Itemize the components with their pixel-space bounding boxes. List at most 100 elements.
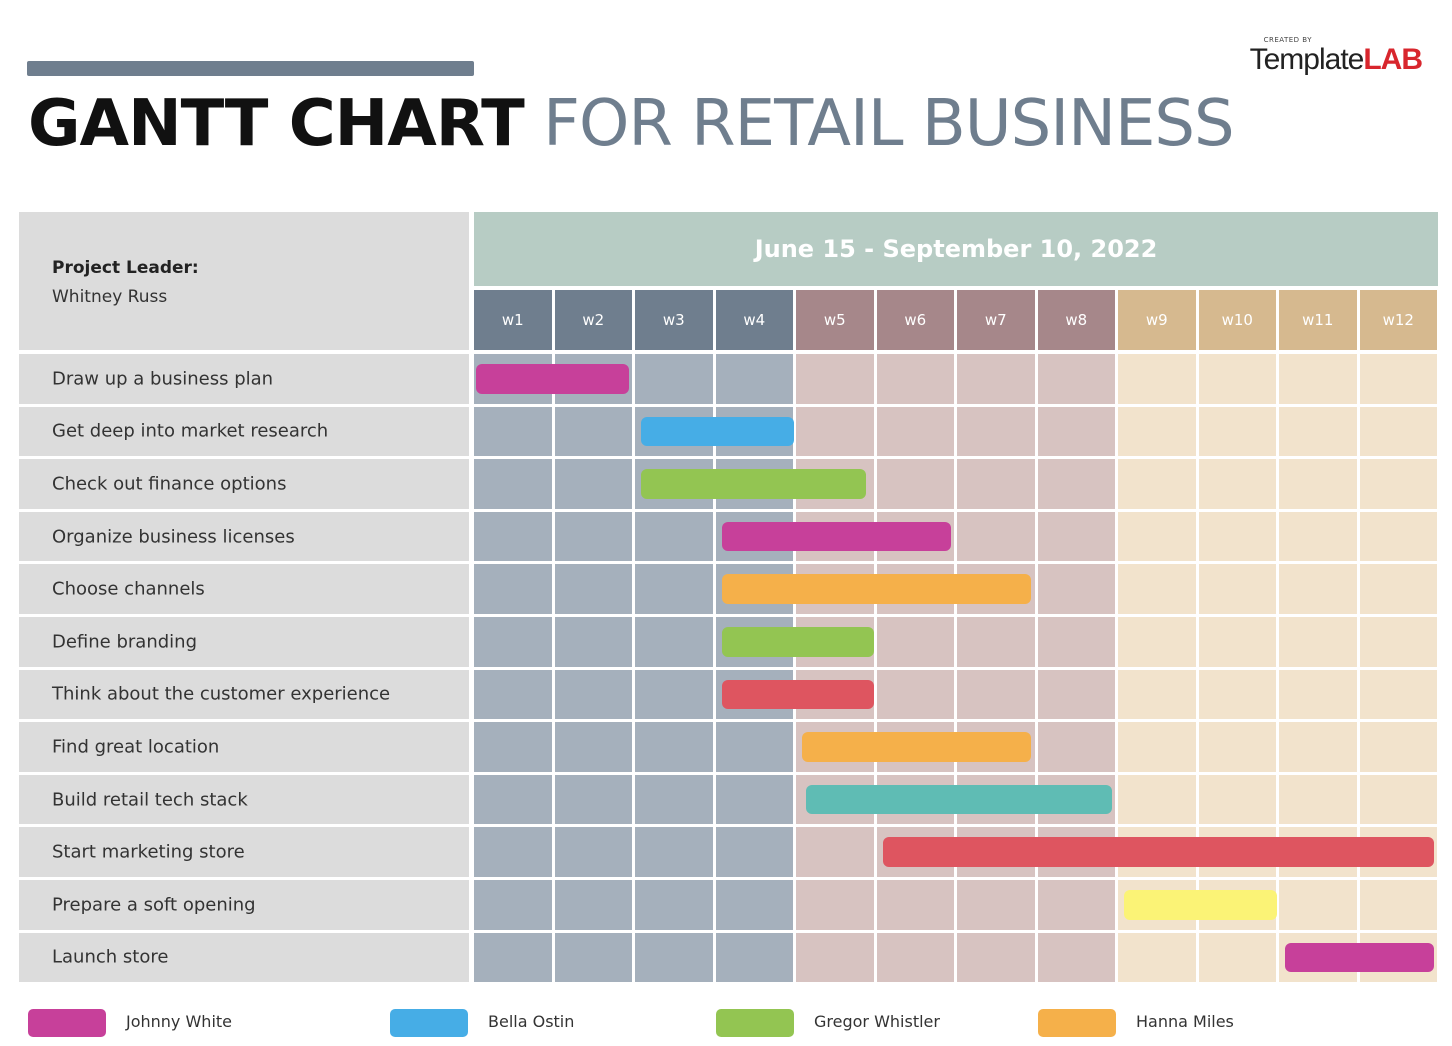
grid-cell: [957, 669, 1035, 720]
project-leader-box: Project Leader: Whitney Russ: [19, 212, 469, 350]
task-name: Think about the customer experience: [52, 683, 391, 705]
grid-cell: [554, 774, 632, 825]
grid-cell: [876, 354, 954, 404]
task-label: Organize business licenses: [19, 511, 469, 562]
week-header-w5: w5: [796, 290, 874, 350]
title-accent-bar: [27, 61, 474, 76]
task-bar[interactable]: [882, 837, 1434, 867]
task-bar[interactable]: [802, 732, 1032, 762]
grid-cell: [474, 827, 552, 877]
grid-cell: [1198, 669, 1276, 720]
task-name: Draw up a business plan: [52, 368, 274, 390]
grid-cell: [715, 880, 793, 930]
grid-cell: [876, 669, 954, 720]
task-bar[interactable]: [1124, 890, 1277, 920]
grid-cell: [796, 827, 874, 877]
grid-cell: [635, 827, 713, 877]
task-label: Define branding: [19, 617, 469, 667]
task-bar[interactable]: [806, 784, 1112, 815]
grid-cell: [1279, 511, 1357, 562]
task-label: Draw up a business plan: [19, 354, 469, 404]
week-header-w12: w12: [1359, 290, 1437, 350]
grid-cell: [474, 880, 552, 930]
task-name: Choose channels: [52, 578, 205, 600]
grid-cell: [1037, 932, 1115, 983]
task-bar[interactable]: [721, 574, 1032, 604]
task-label: Think about the customer experience: [19, 669, 469, 720]
grid-cell: [1118, 617, 1196, 667]
task-name: Start marketing store: [52, 841, 245, 863]
week-header-w7: w7: [957, 290, 1035, 350]
grid-cell: [1279, 459, 1357, 509]
task-name: Get deep into market research: [52, 420, 329, 442]
grid-cell: [1279, 406, 1357, 457]
grid-cell: [1359, 564, 1437, 614]
legend-swatch: [1038, 1009, 1116, 1037]
grid-cell: [1359, 774, 1437, 825]
grid-cell: [554, 722, 632, 772]
week-header-w2: w2: [554, 290, 632, 350]
grid-cell: [1037, 564, 1115, 614]
week-header-w9: w9: [1118, 290, 1196, 350]
week-header-w3: w3: [635, 290, 713, 350]
task-label: Prepare a soft opening: [19, 880, 469, 930]
grid-cell: [957, 511, 1035, 562]
grid-cell: [796, 354, 874, 404]
task-name: Build retail tech stack: [52, 789, 248, 811]
task-bar[interactable]: [476, 364, 629, 394]
grid-cell: [554, 617, 632, 667]
grid-cell: [1118, 722, 1196, 772]
grid-cell: [474, 669, 552, 720]
grid-cell: [635, 932, 713, 983]
grid-cell: [796, 406, 874, 457]
task-name: Prepare a soft opening: [52, 894, 256, 916]
grid-cell: [635, 354, 713, 404]
grid-cell: [474, 722, 552, 772]
legend-name: Bella Ostin: [488, 1012, 575, 1031]
grid-cell: [1118, 354, 1196, 404]
grid-cell: [715, 827, 793, 877]
task-bar[interactable]: [641, 469, 867, 499]
grid-cell: [1359, 669, 1437, 720]
week-header-w1: w1: [474, 290, 552, 350]
week-header-w6: w6: [876, 290, 954, 350]
task-bar[interactable]: [721, 679, 875, 710]
grid-cell: [957, 617, 1035, 667]
grid-cell: [1279, 722, 1357, 772]
task-label: Choose channels: [19, 564, 469, 614]
grid-cell: [554, 669, 632, 720]
grid-cell: [1279, 564, 1357, 614]
task-name: Launch store: [52, 946, 169, 968]
grid-cell: [876, 617, 954, 667]
project-leader-label: Project Leader:: [52, 258, 199, 278]
grid-cell: [1359, 511, 1437, 562]
task-label: Launch store: [19, 932, 469, 983]
grid-cell: [1037, 617, 1115, 667]
grid-cell: [474, 511, 552, 562]
grid-cell: [876, 932, 954, 983]
task-bar[interactable]: [1285, 942, 1434, 973]
legend-name: Johnny White: [126, 1012, 233, 1031]
grid-cell: [1279, 617, 1357, 667]
grid-cell: [1198, 511, 1276, 562]
task-bar[interactable]: [721, 521, 951, 552]
task-bar[interactable]: [721, 627, 875, 657]
grid-cell: [635, 722, 713, 772]
grid-cell: [1359, 880, 1437, 930]
grid-cell: [1359, 406, 1437, 457]
project-leader-name: Whitney Russ: [52, 287, 168, 307]
legend-swatch: [28, 1009, 106, 1037]
task-bar[interactable]: [641, 416, 794, 447]
grid-cell: [474, 459, 552, 509]
grid-cell: [554, 459, 632, 509]
grid-cell: [474, 932, 552, 983]
grid-cell: [1198, 354, 1276, 404]
grid-cell: [1198, 459, 1276, 509]
grid-cell: [1118, 459, 1196, 509]
grid-cell: [474, 406, 552, 457]
grid-cell: [1037, 406, 1115, 457]
grid-cell: [876, 880, 954, 930]
task-label: Get deep into market research: [19, 406, 469, 457]
grid-cell: [1037, 880, 1115, 930]
week-header-w10: w10: [1198, 290, 1276, 350]
